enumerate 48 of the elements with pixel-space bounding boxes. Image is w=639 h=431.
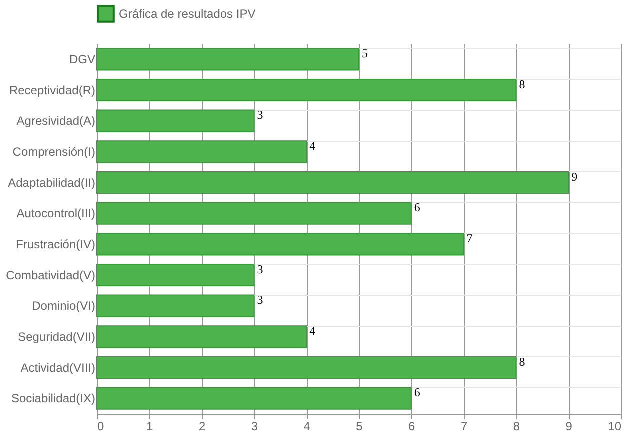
data-label: 7 <box>466 231 473 246</box>
y-tick-label: Seguridad(VII) <box>18 330 96 344</box>
data-label: 4 <box>310 138 316 153</box>
y-tick-label: DGV <box>69 52 96 66</box>
y-tick-label: Receptividad(R) <box>9 83 96 98</box>
x-tick-label: 9 <box>566 420 573 431</box>
bar <box>96 48 360 71</box>
x-tick-label: 8 <box>513 420 520 431</box>
y-tick-label: Actividad(VIII) <box>20 360 96 375</box>
x-tick-label: 0 <box>98 420 104 431</box>
y-tick-label: Dominio(VI) <box>32 299 96 314</box>
bar <box>96 387 412 410</box>
y-tick-label: Agresividad(A) <box>16 114 96 128</box>
bar <box>96 326 308 348</box>
data-label: 6 <box>414 200 420 215</box>
data-label: 6 <box>414 386 420 400</box>
data-label: 4 <box>310 324 316 338</box>
x-tick-label: 3 <box>251 420 258 431</box>
y-tick-label: Adaptabilidad(II) <box>8 176 96 190</box>
x-tick-label: 2 <box>198 420 206 431</box>
y-tick-label: Autocontrol(III) <box>16 206 96 221</box>
y-tick-label: Comprensión(I) <box>12 144 96 159</box>
x-tick-label: 4 <box>304 420 311 431</box>
x-tick-label: 1 <box>146 420 154 431</box>
bar <box>96 202 412 225</box>
x-tick-label: 5 <box>356 420 364 431</box>
bar <box>96 140 308 164</box>
bar <box>96 110 255 132</box>
x-tick-label: 7 <box>460 420 468 431</box>
bar <box>96 264 255 287</box>
y-tick-label: Sociabilidad(IX) <box>11 392 96 406</box>
x-tick-label: 10 <box>608 420 622 431</box>
y-tick-label: Combatividad(V) <box>6 268 96 282</box>
data-label: 3 <box>257 108 264 122</box>
x-tick-label: 6 <box>408 420 416 431</box>
data-label: 5 <box>362 46 368 60</box>
legend-label: Gráfica de resultados IPV <box>119 7 256 21</box>
bar <box>96 171 570 194</box>
data-label: 8 <box>519 354 526 369</box>
data-label: 9 <box>572 170 578 184</box>
data-label: 3 <box>257 293 264 308</box>
bar <box>96 356 517 380</box>
data-label: 8 <box>519 77 526 92</box>
bar <box>96 233 464 256</box>
data-label: 3 <box>257 262 264 276</box>
bar <box>96 294 255 318</box>
bar <box>96 78 517 102</box>
y-tick-label: Frustración(IV) <box>16 237 96 252</box>
